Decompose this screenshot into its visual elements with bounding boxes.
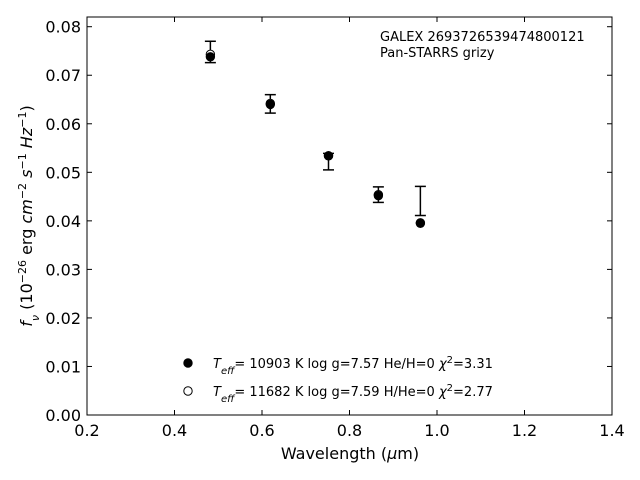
- annotation-line-2: Pan-STARRS grizy: [380, 46, 495, 61]
- model-point-filled: [415, 218, 426, 228]
- axis-ticks: 0.2 0.4 0.6 0.8 1.0 1.2 1.4 0.00 0.01 0.02 0.03 0.0…: [45, 17, 625, 440]
- y-tick-label: 0.07: [45, 66, 81, 85]
- error-bars: [204, 40, 426, 217]
- annotation-line-1: GALEX 2693726539474800121: [380, 30, 585, 45]
- model-point-filled: [373, 190, 384, 201]
- legend-entry-2: Teff= 11682 K log g=7.59 H/He=0 χ2=2.77: [213, 383, 493, 405]
- model-point-filled: [265, 99, 276, 110]
- x-tick-label: 0.2: [74, 421, 99, 440]
- x-tick-label: 0.6: [249, 421, 274, 440]
- legend-marker-filled: [183, 358, 193, 368]
- model-point-filled: [323, 151, 334, 161]
- y-tick-label: 0.06: [45, 115, 81, 134]
- legend-marker-open: [183, 386, 193, 396]
- y-tick-label: 0.02: [45, 309, 81, 328]
- y-tick-label: 0.08: [45, 18, 81, 37]
- legend: Teff= 10903 K log g=7.57 He/H=0 χ2=3.31 …: [183, 355, 493, 405]
- y-tick-label: 0.00: [45, 406, 81, 425]
- x-axis-label: Wavelength (μm): [281, 444, 419, 463]
- y-tick-label: 0.01: [45, 357, 81, 376]
- x-tick-label: 1.4: [599, 421, 624, 440]
- legend-entry-1: Teff= 10903 K log g=7.57 He/H=0 χ2=3.31: [213, 355, 493, 377]
- model-point-filled: [205, 52, 216, 62]
- x-tick-label: 1.2: [512, 421, 537, 440]
- data-points: [205, 49, 426, 228]
- plot-frame: [86, 16, 613, 416]
- y-tick-label: 0.03: [45, 260, 81, 279]
- x-tick-label: 0.8: [337, 421, 362, 440]
- x-tick-label: 0.4: [162, 421, 187, 440]
- x-tick-label: 1.0: [424, 421, 449, 440]
- y-tick-label: 0.05: [45, 163, 81, 182]
- y-tick-label: 0.04: [45, 212, 81, 231]
- y-axis-label: fν (10−26 erg cm−2 s−1 Hz−1): [16, 105, 42, 326]
